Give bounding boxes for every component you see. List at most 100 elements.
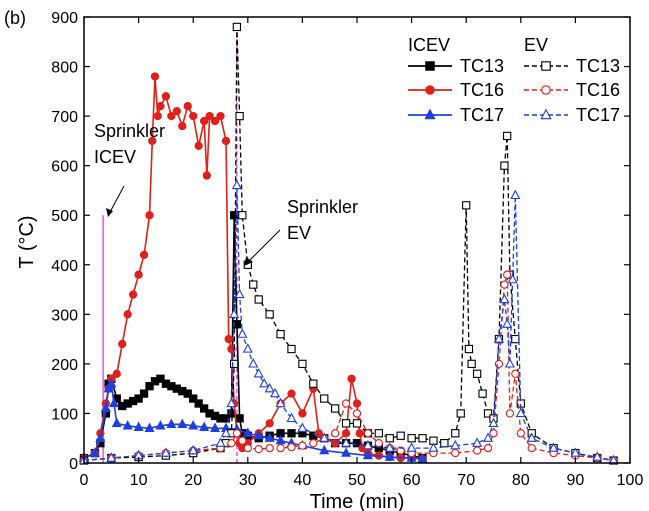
data-point [286, 412, 297, 423]
data-point [424, 108, 436, 120]
data-point [153, 111, 162, 121]
data-point [227, 409, 236, 418]
data-point [505, 409, 515, 418]
x-tick-label: 40 [294, 472, 312, 489]
data-point [144, 422, 155, 432]
data-point [428, 442, 439, 452]
data-point [199, 404, 209, 413]
data-point [472, 437, 483, 447]
data-point [451, 429, 460, 438]
annotations: Sprinkler ICEV Sprinkler EV [94, 121, 358, 266]
legend-item: TC13 [408, 56, 504, 76]
legend-label: TC17 [460, 105, 504, 125]
data-point [515, 407, 526, 418]
annotation-sprinkler-ev-line: EV [287, 223, 311, 243]
data-point [352, 419, 362, 428]
data-point [231, 179, 242, 190]
annotation-sprinkler-icev-line: ICEV [94, 147, 136, 167]
data-point [242, 427, 253, 437]
x-tick-label: 10 [130, 472, 148, 489]
data-point [502, 318, 513, 328]
data-point [450, 439, 461, 450]
legend: ICEV EV TC13 TC16 TC17 TC13 TC16 TC17 [408, 35, 620, 125]
data-point [483, 432, 494, 442]
series-icev-tc13 [79, 211, 427, 463]
data-point [362, 449, 373, 460]
data-point [199, 116, 209, 126]
data-point [507, 273, 518, 284]
data-point [540, 108, 552, 120]
data-point [502, 270, 512, 279]
data-point [205, 111, 214, 121]
data-point [417, 453, 428, 463]
data-point [331, 429, 340, 438]
x-tick-label: 0 [80, 472, 89, 489]
data-point [298, 409, 307, 418]
data-point [199, 421, 210, 431]
data-point [472, 446, 482, 455]
data-point [265, 419, 274, 428]
legend-label: TC17 [576, 105, 620, 125]
y-tick-label: 200 [51, 357, 78, 374]
data-point [570, 447, 581, 457]
data-point [352, 399, 362, 408]
data-point [500, 280, 509, 289]
data-point [352, 409, 362, 418]
data-point [100, 402, 111, 413]
data-point [396, 431, 405, 440]
data-point [341, 429, 351, 438]
data-point [319, 444, 330, 455]
data-point [287, 344, 296, 354]
data-point [156, 102, 165, 111]
data-point [510, 189, 521, 200]
data-point [511, 369, 520, 378]
data-point [355, 429, 364, 438]
x-tick-label: 90 [567, 472, 585, 489]
data-point [194, 141, 203, 150]
data-point [341, 437, 352, 447]
data-point [254, 295, 263, 304]
data-point [118, 339, 127, 349]
data-point [488, 417, 499, 428]
data-point [287, 389, 296, 398]
data-point [489, 429, 498, 438]
data-point [112, 369, 121, 378]
data-point [232, 429, 242, 438]
data-point [253, 368, 264, 378]
y-tick-label: 0 [69, 456, 78, 473]
data-point [500, 161, 509, 170]
data-point [494, 359, 504, 369]
data-point [177, 418, 188, 428]
data-point [156, 374, 165, 383]
data-point [134, 394, 143, 403]
data-point [210, 422, 221, 432]
data-point [548, 442, 559, 452]
data-point [462, 201, 471, 210]
data-point [341, 447, 352, 457]
data-point [123, 310, 132, 319]
annotation-arrow-icev [109, 185, 125, 213]
data-point [297, 422, 308, 432]
legend-label: TC13 [460, 56, 504, 76]
data-point [264, 432, 275, 442]
data-point [527, 443, 536, 453]
data-point [106, 377, 117, 388]
data-point [592, 451, 603, 461]
data-point [133, 421, 144, 431]
x-tick-label: 30 [239, 472, 257, 489]
data-point [259, 377, 270, 388]
data-point [238, 436, 247, 445]
data-point [235, 111, 244, 121]
data-point [320, 394, 329, 403]
data-point [265, 310, 274, 319]
data-point [226, 397, 237, 408]
data-point [139, 389, 149, 398]
data-point [406, 442, 417, 452]
data-point [221, 136, 231, 146]
panel-label: (b) [4, 8, 26, 28]
data-point [341, 399, 351, 408]
data-point [202, 171, 211, 180]
data-point [210, 116, 220, 126]
data-point [148, 136, 157, 146]
data-point [238, 211, 247, 220]
